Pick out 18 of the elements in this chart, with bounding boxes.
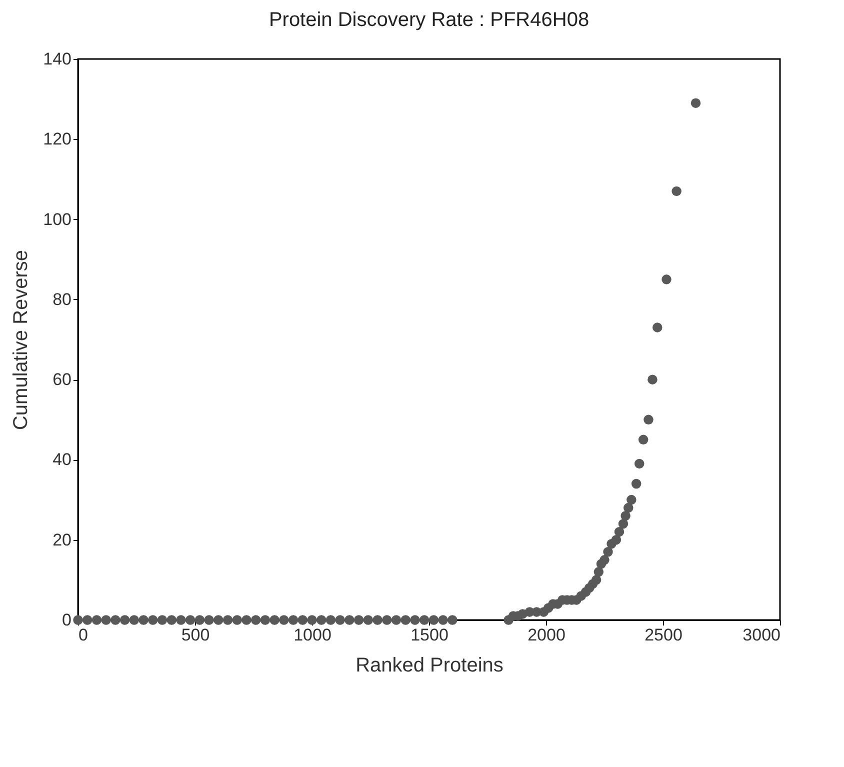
y-axis-title: Cumulative Reverse bbox=[10, 250, 32, 430]
x-tick-label: 2500 bbox=[644, 626, 682, 644]
y-tick-label: 140 bbox=[43, 50, 72, 68]
y-tick-label: 40 bbox=[52, 450, 72, 470]
x-axis-title: Ranked Proteins bbox=[356, 654, 504, 676]
x-tick-label: 3000 bbox=[742, 626, 780, 644]
x-tick-label: 500 bbox=[181, 626, 210, 644]
x-tick-label: 1000 bbox=[294, 626, 332, 644]
x-tick-label: 1500 bbox=[410, 626, 448, 644]
y-tick-label: 0 bbox=[62, 610, 72, 630]
y-tick-label: 80 bbox=[52, 290, 72, 309]
y-tick-label: 100 bbox=[43, 210, 72, 229]
x-tick-label: 0 bbox=[78, 626, 88, 644]
y-tick-label: 20 bbox=[52, 530, 72, 550]
y-tick-label: 60 bbox=[52, 370, 72, 390]
chart-title: Protein Discovery Rate : PFR46H08 bbox=[268, 9, 590, 31]
y-tick-label: 120 bbox=[43, 130, 72, 149]
x-tick-label: 2000 bbox=[528, 626, 566, 644]
